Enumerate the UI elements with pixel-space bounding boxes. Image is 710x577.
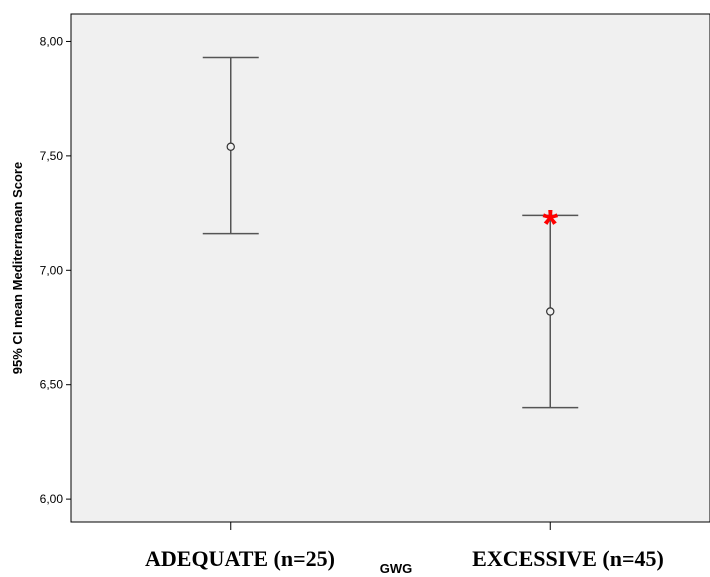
significance-asterisk: * [542,202,558,246]
y-axis: 6,00 6,50 7,00 7,50 8,00 [40,34,71,506]
error-bars: * [202,56,579,409]
plot-area [70,13,710,523]
mean-marker [546,307,555,316]
y-tick-label: 8,00 [40,34,64,48]
y-tick-label: 7,00 [40,263,64,277]
y-tick-label: 6,00 [40,492,64,506]
x-category-label: EXCESSIVE (n=45) [472,546,664,571]
y-tick-label: 6,50 [40,378,64,392]
y-axis-label: 95% CI mean Mediterranean Score [10,162,25,374]
mean-marker [226,142,235,151]
y-tick-label: 7,50 [40,149,64,163]
x-axis: ADEQUATE (n=25) EXCESSIVE (n=45) [145,522,664,571]
x-axis-label: GWG [380,561,413,576]
x-category-label: ADEQUATE (n=25) [145,546,335,571]
